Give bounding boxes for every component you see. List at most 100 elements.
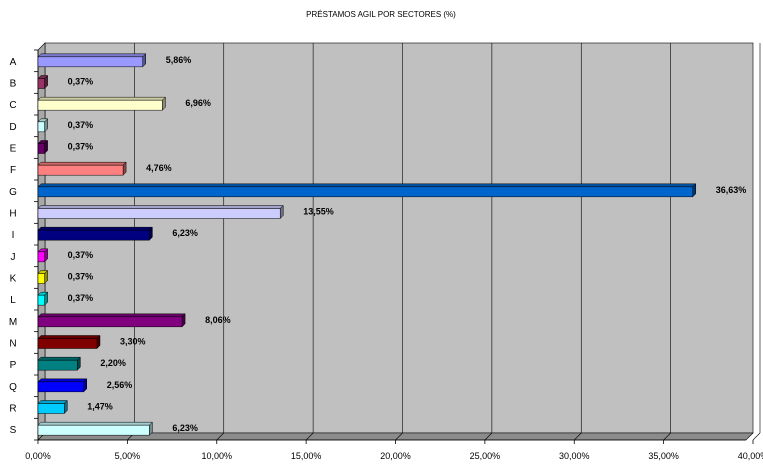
data-label: 2,56% — [107, 380, 133, 390]
x-tick-label: 20,00% — [380, 451, 411, 461]
bar — [37, 226, 153, 241]
bar-front — [37, 208, 281, 219]
x-tick-label: 0,00% — [25, 451, 51, 461]
bar — [37, 183, 697, 198]
data-label: 0,37% — [68, 272, 94, 282]
bar — [37, 96, 167, 111]
data-label: 36,63% — [716, 185, 747, 195]
bar-top — [37, 356, 81, 361]
bar-front — [37, 273, 45, 284]
category-label: D — [9, 122, 16, 133]
data-label: 0,37% — [68, 120, 94, 130]
gridline-floor — [574, 432, 582, 441]
x-tick-label: 35,00% — [648, 451, 679, 461]
bar — [37, 399, 68, 415]
gridline-floor — [216, 432, 224, 441]
data-label: 0,37% — [68, 142, 94, 152]
category-label: A — [10, 57, 17, 68]
data-label: 0,37% — [68, 293, 94, 303]
category-label: G — [9, 187, 17, 198]
bar-top — [37, 183, 697, 188]
bar-front — [37, 381, 85, 393]
bar-front — [37, 121, 45, 133]
bar — [37, 161, 127, 176]
category-label: N — [9, 339, 16, 350]
bar-top — [37, 226, 153, 231]
bar-top — [37, 335, 101, 339]
bar-front — [37, 359, 78, 371]
gridline-floor — [663, 432, 671, 441]
category-label: R — [9, 404, 16, 415]
gridline-floor — [305, 432, 314, 441]
bar — [37, 139, 49, 155]
bar — [37, 248, 49, 263]
bar-top — [37, 400, 68, 404]
bar-top — [37, 205, 284, 209]
bar-front — [37, 424, 150, 436]
data-label: 5,86% — [166, 55, 192, 65]
category-label: M — [9, 317, 17, 328]
x-tick-label: 30,00% — [559, 451, 590, 461]
gridline-floor — [752, 432, 761, 441]
category-label: L — [10, 295, 16, 306]
bar-front — [37, 403, 65, 414]
category-label: Q — [9, 382, 17, 393]
data-label: 1,47% — [87, 402, 113, 412]
bar — [37, 356, 81, 371]
bar-top — [37, 378, 88, 383]
bar-front — [37, 316, 183, 328]
bar-front — [37, 56, 143, 68]
data-label: 6,23% — [172, 423, 198, 433]
gridline-floor — [395, 432, 403, 441]
bar-front — [37, 78, 45, 89]
bar — [37, 74, 49, 90]
bar — [37, 421, 153, 436]
data-label: 8,06% — [205, 315, 231, 325]
bar-front — [37, 251, 45, 263]
bar-front — [37, 143, 45, 154]
bar — [37, 118, 49, 133]
category-label: I — [12, 230, 15, 241]
x-tick-label: 5,00% — [115, 451, 141, 461]
chart-marks: A 5,86% B 0,37% C 6,96% D 0,37% E 0,37% F 4,76% G 36,… — [9, 53, 747, 436]
plot-area: 0,00% 5,00% 10,00% 15,00% 20,00% 25,00% 30,00%… — [25, 42, 763, 461]
category-label: B — [10, 79, 17, 90]
data-label: 0,37% — [68, 250, 94, 260]
category-label: K — [10, 274, 17, 285]
x-tick-label: 10,00% — [201, 451, 232, 461]
bar-front — [37, 164, 124, 176]
category-label: F — [10, 165, 16, 176]
bar-top — [37, 53, 147, 58]
bar — [37, 53, 147, 68]
x-tick-label: 40,00% — [738, 451, 763, 461]
bar-front — [37, 294, 45, 306]
x-tick-label: 15,00% — [291, 451, 322, 461]
category-label: H — [9, 209, 16, 220]
data-label: 0,37% — [68, 77, 94, 87]
bar-front — [37, 186, 694, 198]
bar — [37, 269, 49, 285]
bar-top — [37, 161, 127, 166]
bar-top — [37, 313, 186, 318]
data-label: 4,76% — [146, 163, 172, 173]
category-label: E — [10, 144, 17, 155]
data-label: 3,30% — [120, 337, 146, 347]
data-label: 2,20% — [100, 358, 126, 368]
bar — [37, 334, 101, 350]
chart-title: PRÉSTAMOS AGIL POR SECTORES (%) — [306, 10, 456, 19]
category-label: C — [9, 100, 16, 111]
category-label: S — [10, 425, 17, 436]
data-label: 6,23% — [172, 228, 198, 238]
bar — [37, 378, 88, 393]
bar — [37, 204, 284, 220]
bar-top — [37, 96, 167, 101]
bar-front — [37, 229, 150, 241]
gridline-floor — [484, 432, 493, 441]
data-label: 13,55% — [303, 207, 334, 217]
category-label: J — [11, 252, 16, 263]
bar-front — [37, 99, 163, 111]
category-label: P — [10, 360, 17, 371]
bar-front — [37, 338, 98, 349]
